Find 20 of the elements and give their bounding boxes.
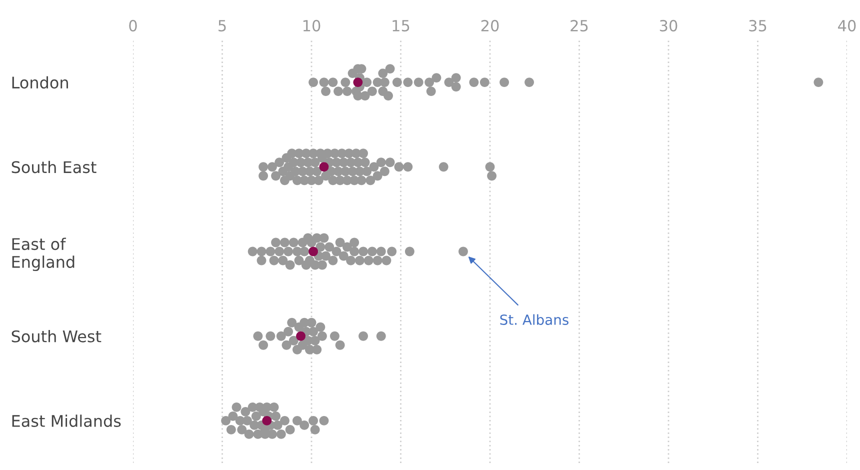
x-tick-label: 35 xyxy=(749,20,766,32)
point xyxy=(308,246,318,256)
y-tick-label: London xyxy=(12,76,68,89)
point xyxy=(353,78,363,88)
x-tick-label: 5 xyxy=(218,20,226,32)
point xyxy=(296,331,306,341)
x-tick-label: 10 xyxy=(303,20,320,32)
x-tick-label: 30 xyxy=(660,20,678,32)
x-tick-label: 15 xyxy=(392,20,410,32)
x-tick-label: 25 xyxy=(570,20,588,32)
x-tick-label: 20 xyxy=(481,20,499,32)
x-tick-label: 0 xyxy=(129,20,137,32)
annotation: St. Albans xyxy=(500,314,568,325)
point xyxy=(319,162,329,172)
point xyxy=(262,416,272,426)
y-tick-label: South East xyxy=(12,160,96,174)
y-tick-label: South West xyxy=(12,330,102,342)
x-tick-label: 40 xyxy=(838,20,856,32)
y-tick-label: East Midlands xyxy=(12,414,121,427)
y-tick-label: East of England xyxy=(12,238,74,272)
